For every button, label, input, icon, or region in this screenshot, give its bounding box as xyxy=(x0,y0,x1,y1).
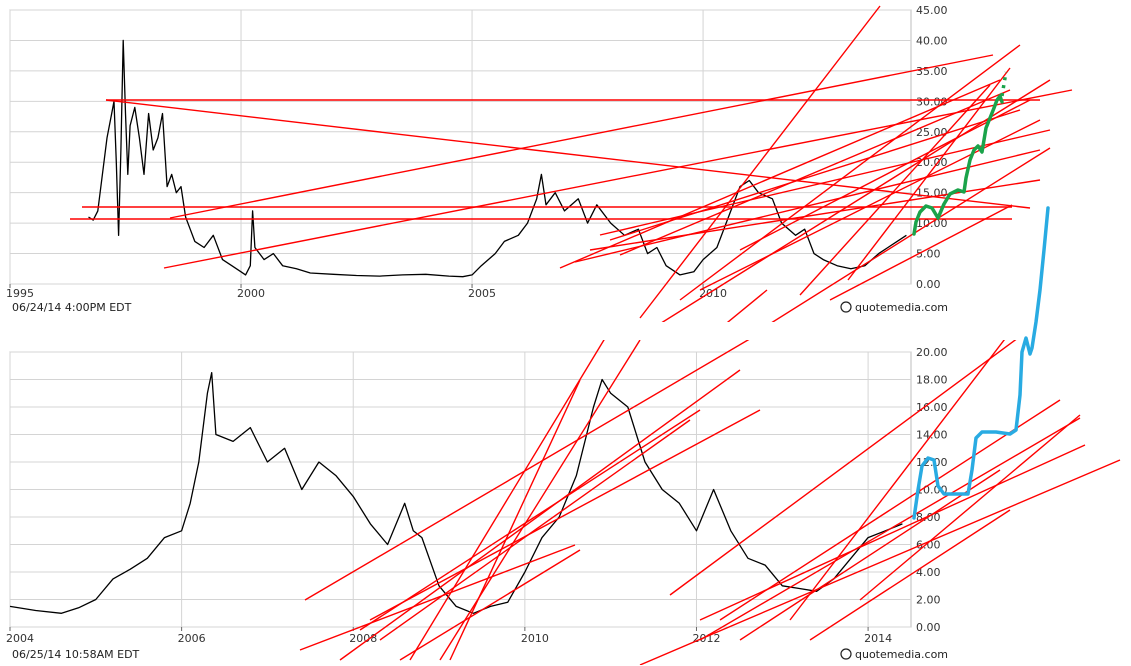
y-tick-label: 30.00 xyxy=(916,95,948,108)
chart-timestamp: 06/25/14 10:58AM EDT xyxy=(12,648,140,661)
plot-frame xyxy=(9,9,912,285)
brand-name: quotemedia.com xyxy=(855,301,948,314)
trend-line xyxy=(847,67,1011,281)
trend-line xyxy=(609,109,1021,241)
top-chart-panel: 0.005.0010.0015.0020.0025.0030.0035.0040… xyxy=(6,4,1073,322)
projected-path xyxy=(912,94,1004,236)
x-tick-label: 2014 xyxy=(864,632,892,645)
y-tick-label: 16.00 xyxy=(916,401,948,414)
y-tick-label: 0.00 xyxy=(916,278,941,291)
trend-line xyxy=(699,417,1081,641)
projected-path xyxy=(912,206,1050,520)
trend-line xyxy=(574,149,1041,263)
x-tick-label: 2012 xyxy=(692,632,720,645)
y-tick-label: 18.00 xyxy=(916,374,948,387)
trend-line xyxy=(299,544,576,651)
trend-line xyxy=(739,99,1031,251)
trend-line xyxy=(409,340,605,661)
trend-line xyxy=(639,5,881,319)
bottom-chart-panel: 0.002.004.006.008.0010.0012.0014.0016.00… xyxy=(6,206,1121,665)
x-tick-label: 2008 xyxy=(349,632,377,645)
trend-line xyxy=(859,414,1081,601)
copyright-icon xyxy=(840,301,852,313)
y-tick-label: 4.00 xyxy=(916,566,941,579)
brand-name: quotemedia.com xyxy=(855,648,948,661)
chart-timestamp: 06/24/14 4:00PM EDT xyxy=(12,301,132,314)
trend-line xyxy=(399,549,581,661)
price-series-line xyxy=(9,371,903,614)
trend-line xyxy=(799,84,991,296)
x-tick-label: 2000 xyxy=(237,287,265,300)
trend-line xyxy=(619,89,1011,256)
trend-line xyxy=(829,204,1013,301)
x-tick-label: 2010 xyxy=(521,632,549,645)
x-tick-label: 2006 xyxy=(178,632,206,645)
y-tick-label: 45.00 xyxy=(916,4,948,17)
y-tick-label: 5.00 xyxy=(916,248,941,261)
trend-line xyxy=(379,419,691,641)
trendline-overlay xyxy=(299,340,1121,665)
copyright-icon xyxy=(840,648,852,660)
x-tick-label: 2010 xyxy=(699,287,727,300)
trend-line xyxy=(789,340,1005,621)
trend-line xyxy=(726,289,768,322)
y-tick-label: 2.00 xyxy=(916,594,941,607)
quotemedia-logo: quotemedia.com xyxy=(840,648,948,661)
trend-line xyxy=(809,509,1011,641)
trend-line xyxy=(679,44,1021,301)
trend-line xyxy=(339,369,741,661)
trend-line xyxy=(771,147,1051,322)
trend-line xyxy=(719,399,1061,621)
trend-line xyxy=(439,340,641,661)
trend-line xyxy=(304,340,750,601)
trend-line xyxy=(669,340,1017,596)
y-tick-label: 0.00 xyxy=(916,621,941,634)
trend-line xyxy=(559,79,1001,269)
trend-line xyxy=(739,469,1001,641)
trend-line xyxy=(169,54,994,219)
y-tick-label: 20.00 xyxy=(916,346,948,359)
trend-line xyxy=(661,79,1051,322)
y-tick-label: 40.00 xyxy=(916,34,948,47)
trend-line xyxy=(449,379,581,661)
y-tick-label: 15.00 xyxy=(916,187,948,200)
trend-line xyxy=(639,459,1121,665)
trend-line xyxy=(369,409,761,621)
x-tick-label: 2005 xyxy=(468,287,496,300)
x-tick-label: 1995 xyxy=(6,287,34,300)
quotemedia-logo: quotemedia.com xyxy=(840,301,948,314)
x-tick-label: 2004 xyxy=(6,632,34,645)
trend-line xyxy=(359,409,701,631)
